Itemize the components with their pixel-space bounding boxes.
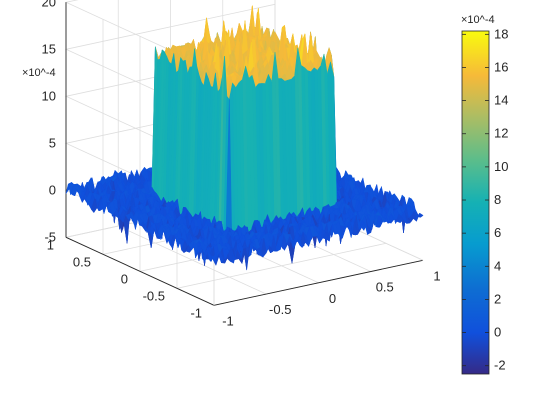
z-exponent-label: ×10^-4: [22, 67, 56, 79]
z-tick-label: 20: [42, 0, 56, 9]
colorbar-tick-label: 2: [494, 291, 501, 306]
y-tick-label: 1: [47, 237, 54, 252]
colorbar: -2 0 2 4 6 8 10 12 14 16 18 ×10^-4: [461, 14, 508, 375]
x-tick-label: 0: [329, 291, 336, 306]
colorbar-tick-label: 12: [494, 126, 508, 141]
z-tick-label: 0: [49, 182, 56, 197]
surface-plot: [65, 5, 424, 271]
colorbar-tick-label: 8: [494, 192, 501, 207]
colorbar-tick-label: -2: [494, 358, 506, 373]
colorbar-exponent-label: ×10^-4: [461, 14, 495, 26]
y-axis-line: [65, 236, 215, 306]
colorbar-gradient: [461, 30, 490, 375]
surface-facet: [211, 249, 218, 263]
colorbar-tick-label: 16: [494, 59, 508, 74]
colorbar-tick-label: 0: [494, 325, 501, 340]
colorbar-tick-label: 14: [494, 93, 508, 108]
z-tick-label: 10: [42, 88, 56, 103]
y-tick-label: 0.5: [73, 254, 91, 269]
x-tick-label: 0.5: [376, 280, 394, 295]
x-axis-line: [213, 259, 424, 306]
y-tick-label: -0.5: [143, 288, 165, 303]
x-tick-label: 1: [433, 268, 440, 283]
floor-grid-line: [176, 242, 387, 289]
x-tick-label: -0.5: [269, 302, 291, 317]
colorbar-tick-label: 6: [494, 225, 501, 240]
colorbar-tick-label: 4: [494, 258, 501, 273]
z-tick-label: -5: [44, 229, 56, 244]
colorbar-tick-label: 10: [494, 159, 508, 174]
y-tick-label: 0: [121, 271, 128, 286]
z-tick-label: 5: [49, 135, 56, 150]
colorbar-tick-label: 18: [494, 26, 508, 41]
y-tick-label: -1: [190, 305, 202, 320]
x-tick-label: -1: [222, 313, 234, 328]
z-tick-label: 15: [42, 41, 56, 56]
